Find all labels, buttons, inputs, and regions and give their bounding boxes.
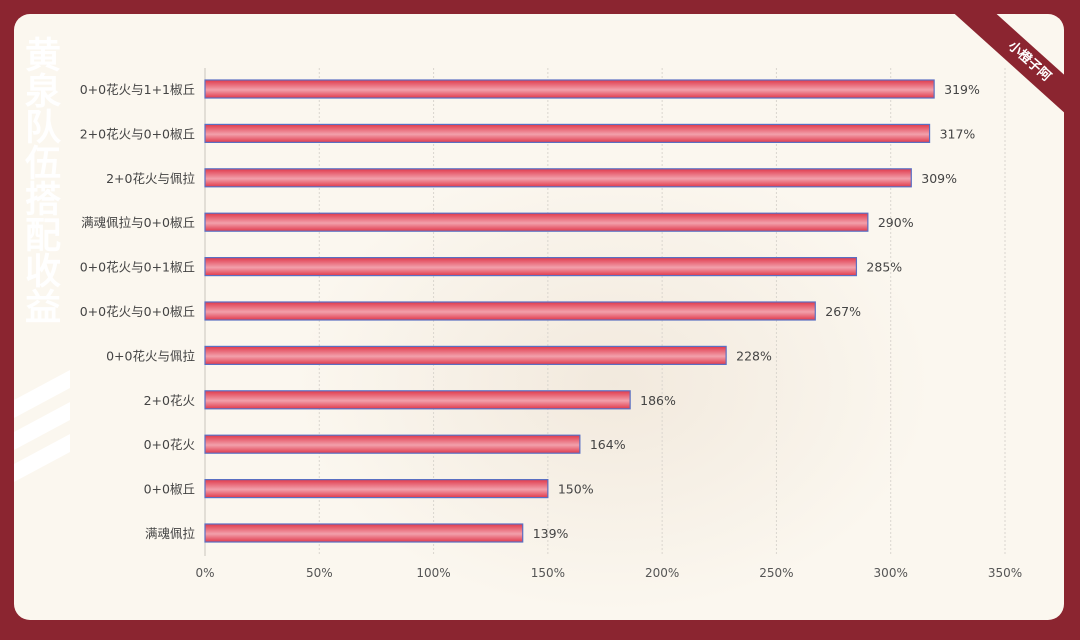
bar bbox=[204, 523, 524, 543]
data-label: 267% bbox=[825, 304, 861, 319]
data-label: 317% bbox=[940, 126, 976, 141]
x-tick-label: 100% bbox=[416, 566, 450, 580]
bar bbox=[204, 390, 631, 410]
data-label: 186% bbox=[640, 393, 676, 408]
category-label: 0+0花火与0+0椒丘 bbox=[80, 304, 195, 319]
data-label: 309% bbox=[921, 171, 957, 186]
bar bbox=[204, 301, 816, 321]
stripe-2 bbox=[14, 402, 70, 450]
value-labels: 319% 317% 309% 290% 285% 267% 228% 186% 164% 150%… bbox=[533, 82, 980, 541]
bars bbox=[204, 79, 935, 543]
category-label: 满魂佩拉与0+0椒丘 bbox=[81, 215, 195, 230]
data-label: 290% bbox=[878, 215, 914, 230]
bar bbox=[204, 123, 931, 144]
category-label: 2+0花火与0+0椒丘 bbox=[80, 126, 195, 141]
data-label: 228% bbox=[736, 348, 772, 363]
x-tick-label: 350% bbox=[988, 566, 1022, 580]
bar bbox=[204, 257, 858, 277]
x-tick-label: 150% bbox=[531, 566, 565, 580]
bar bbox=[204, 434, 581, 454]
category-label: 0+0花火 bbox=[144, 437, 196, 452]
x-axis-ticks: 0% 50% 100% 150% 200% 250% 300% 350% bbox=[195, 566, 1022, 580]
x-tick-label: 200% bbox=[645, 566, 679, 580]
data-label: 285% bbox=[866, 260, 902, 275]
data-label: 319% bbox=[944, 82, 980, 97]
data-label: 150% bbox=[558, 482, 594, 497]
bar bbox=[204, 345, 727, 365]
x-tick-label: 50% bbox=[306, 566, 333, 580]
x-tick-label: 250% bbox=[759, 566, 793, 580]
category-label: 0+0花火与0+1椒丘 bbox=[80, 260, 195, 275]
bar bbox=[204, 479, 549, 499]
category-label: 0+0花火与佩拉 bbox=[106, 348, 195, 363]
bar bbox=[204, 168, 912, 188]
x-tick-label: 0% bbox=[195, 566, 214, 580]
page-title: 黄泉队伍搭配收益 bbox=[19, 36, 61, 324]
data-label: 139% bbox=[533, 526, 569, 541]
data-label: 164% bbox=[590, 437, 626, 452]
x-tick-label: 300% bbox=[874, 566, 908, 580]
category-label: 满魂佩拉 bbox=[145, 526, 196, 541]
stripe-3 bbox=[14, 434, 70, 482]
category-labels: 0+0花火与1+1椒丘 2+0花火与0+0椒丘 2+0花火与佩拉满魂佩拉与0+0椒丘… bbox=[80, 82, 196, 541]
category-label: 0+0花火与1+1椒丘 bbox=[80, 82, 195, 97]
bar bbox=[204, 79, 935, 99]
stripe-1 bbox=[14, 370, 70, 418]
side-stripes bbox=[14, 370, 70, 482]
category-label: 2+0花火 bbox=[144, 393, 196, 408]
category-label: 0+0椒丘 bbox=[144, 482, 195, 497]
category-label: 2+0花火与佩拉 bbox=[106, 171, 195, 186]
bar bbox=[204, 212, 869, 232]
